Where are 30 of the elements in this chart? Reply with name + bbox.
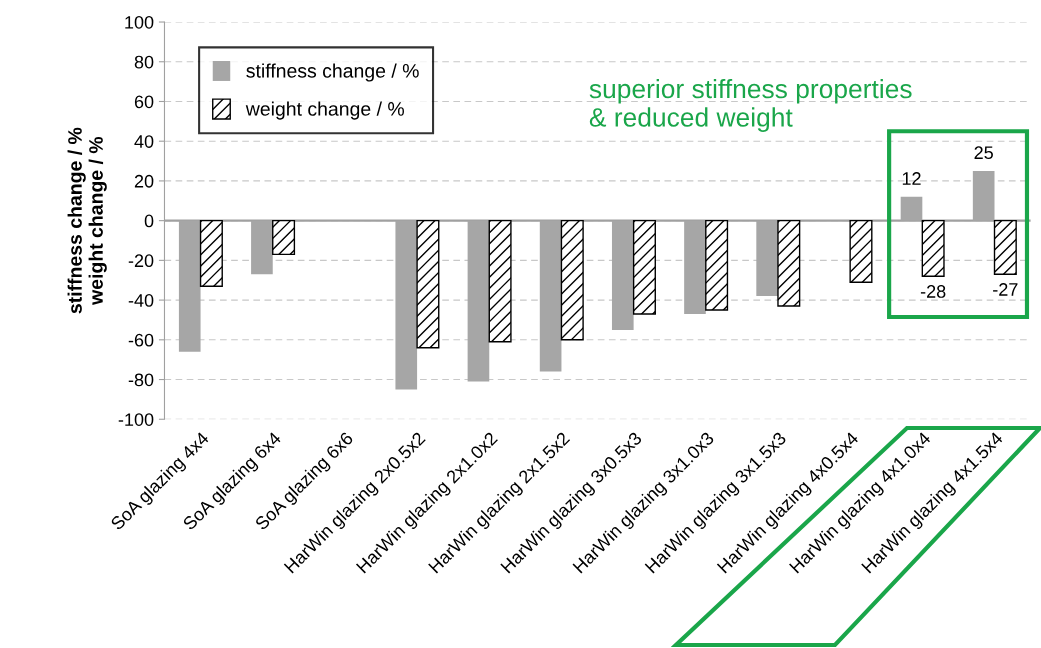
bar — [272, 219, 296, 256]
y-tick-label: -40 — [128, 294, 154, 307]
bar — [921, 219, 945, 277]
data-label: -27 — [993, 283, 1018, 296]
y-tick-label: 20 — [134, 174, 154, 188]
bar — [632, 219, 656, 315]
bar — [705, 219, 729, 311]
bar — [199, 219, 223, 287]
y-tick-label: -100 — [118, 413, 154, 426]
y-tick-label: -60 — [128, 333, 154, 347]
bar — [849, 219, 873, 283]
y-tick-label: 40 — [134, 135, 154, 148]
y-tick-label: 80 — [134, 55, 154, 69]
y-axis-title: stiffness change / % weight change / % — [67, 127, 107, 314]
legend-label: stiffness change / % — [246, 63, 419, 82]
y-tick-label: -80 — [128, 373, 154, 387]
y-tick-label: 60 — [134, 95, 154, 109]
y-tick-label: -20 — [128, 254, 154, 268]
annotation: superior stiffness properties & reduced weight — [589, 78, 912, 132]
legend-label: weight change / % — [245, 101, 404, 120]
data-label: 25 — [974, 146, 993, 160]
data-label: -28 — [920, 285, 946, 298]
bar — [416, 219, 440, 349]
bar — [777, 219, 801, 307]
bar — [488, 219, 512, 343]
y-tick-label: 0 — [144, 214, 154, 228]
bar — [560, 219, 584, 341]
data-label: 12 — [902, 172, 921, 185]
bar — [993, 219, 1017, 275]
y-tick-label: 100 — [125, 15, 154, 29]
